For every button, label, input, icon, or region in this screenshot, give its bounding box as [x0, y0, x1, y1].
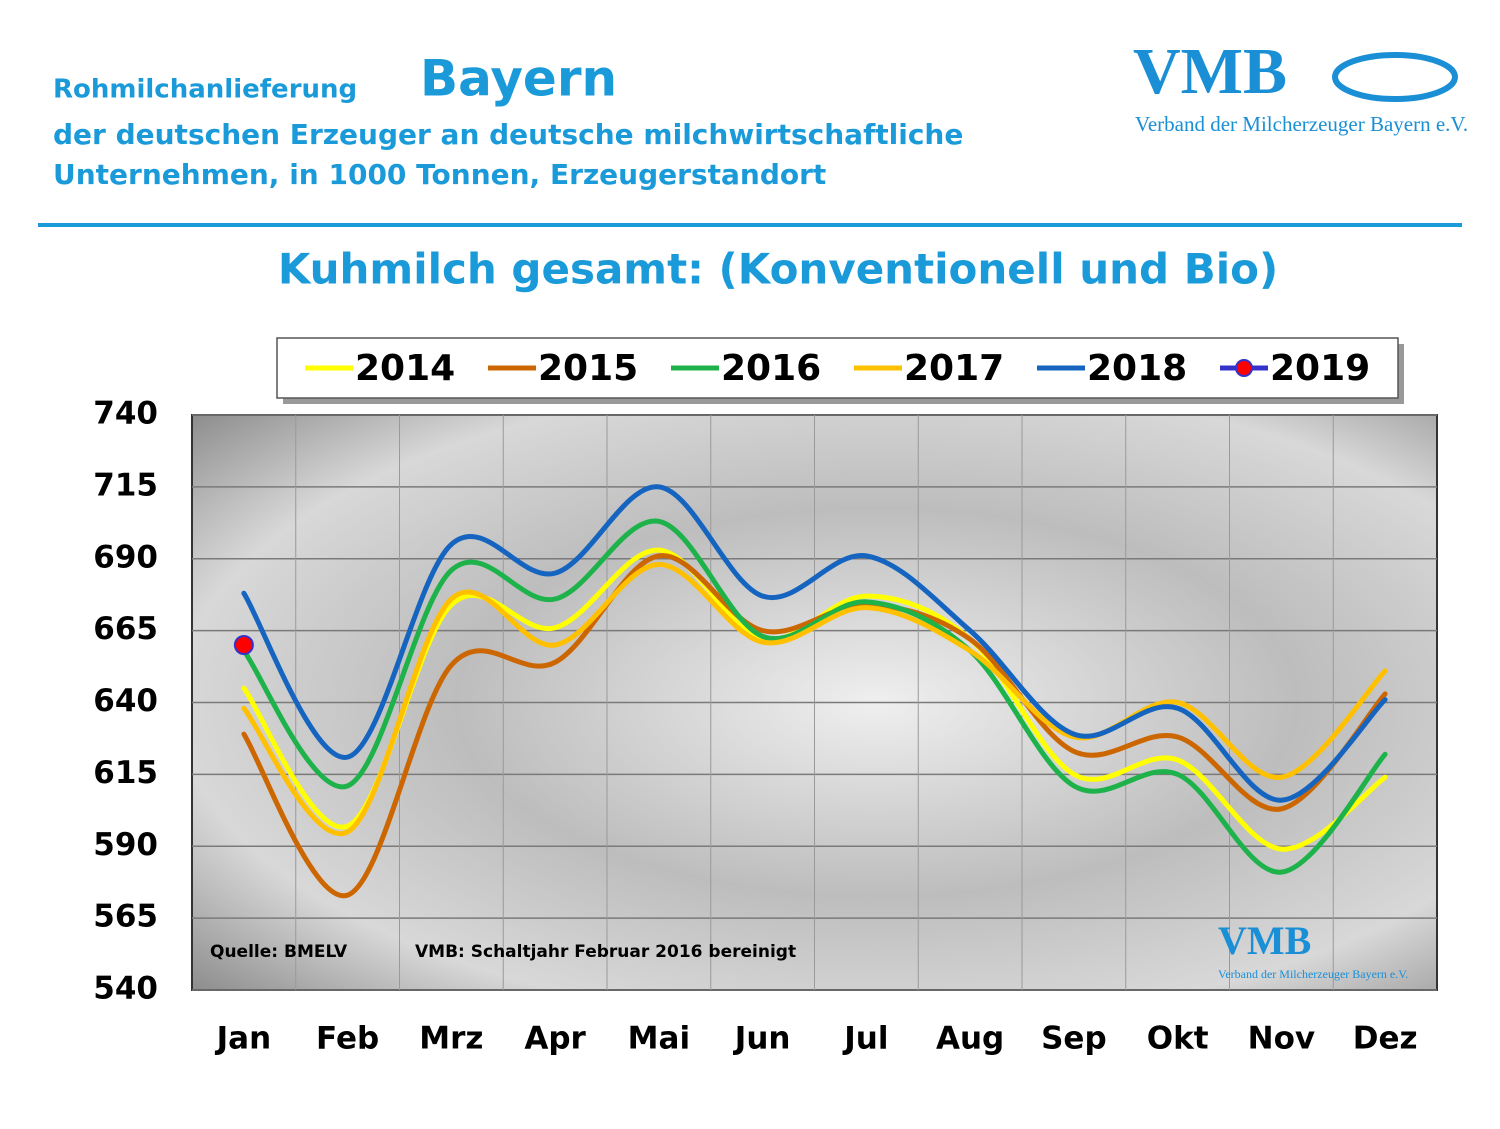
- y-tick-label: 565: [93, 899, 158, 935]
- x-tick-label: Jan: [215, 1021, 272, 1057]
- x-tick-label: Sep: [1041, 1021, 1107, 1057]
- y-tick-label: 665: [93, 611, 158, 647]
- subtitle: Unternehmen, in 1000 Tonnen, Erzeugersta…: [53, 158, 826, 191]
- header: Rohmilchanlieferung: [53, 75, 357, 105]
- logo: VMB: [1133, 35, 1287, 108]
- y-tick-label: 615: [93, 755, 158, 791]
- y-tick-label: 590: [93, 827, 158, 863]
- legend-label: 2016: [721, 348, 821, 389]
- x-tick-label: Dez: [1353, 1021, 1418, 1057]
- source: Quelle: BMELV: [210, 942, 348, 962]
- region: Bayern: [420, 50, 617, 108]
- legend-label: 2019: [1270, 348, 1370, 389]
- y-tick-label: 690: [93, 539, 158, 575]
- x-tick-label: Mrz: [419, 1021, 483, 1057]
- legend-label: 2018: [1087, 348, 1187, 389]
- y-tick-label: 715: [93, 467, 158, 503]
- chart-title: Kuhmilch gesamt: (Konventionell und Bio): [278, 245, 1278, 294]
- watermark-logo: VMB: [1218, 918, 1311, 963]
- line: [241, 561, 1388, 837]
- y-tick-label: 740: [93, 396, 158, 432]
- logo-emblem: [1332, 52, 1458, 102]
- x-tick-label: Nov: [1248, 1021, 1315, 1057]
- y-tick-label: 640: [93, 683, 158, 719]
- legend-label: 2014: [355, 348, 455, 389]
- line: [241, 518, 1388, 875]
- x-tick-label: Mai: [628, 1021, 690, 1057]
- note: VMB: Schaltjahr Februar 2016 bereinigt: [415, 942, 796, 962]
- x-tick-label: Aug: [936, 1021, 1004, 1057]
- x-tick-label: Jun: [733, 1021, 791, 1057]
- subtitle: der deutschen Erzeuger an deutsche milch…: [53, 118, 963, 151]
- x-tick-label: Okt: [1147, 1021, 1209, 1057]
- line: [241, 484, 1388, 803]
- x-tick-label: Feb: [316, 1021, 379, 1057]
- line: [241, 553, 1388, 898]
- y-tick-label: 540: [93, 971, 158, 1007]
- legend-marker: [1235, 359, 1253, 377]
- x-tick-label: Apr: [524, 1021, 586, 1057]
- point: [233, 635, 254, 655]
- logo-text: Verband der Milcherzeuger Bayern e.V.: [1135, 112, 1468, 136]
- legend-label: 2015: [538, 348, 638, 389]
- legend-label: 2017: [904, 348, 1004, 389]
- watermark-text: Verband der Milcherzeuger Bayern e.V.: [1218, 967, 1408, 981]
- legend: [276, 337, 1399, 399]
- x-tick-label: Jul: [842, 1021, 888, 1057]
